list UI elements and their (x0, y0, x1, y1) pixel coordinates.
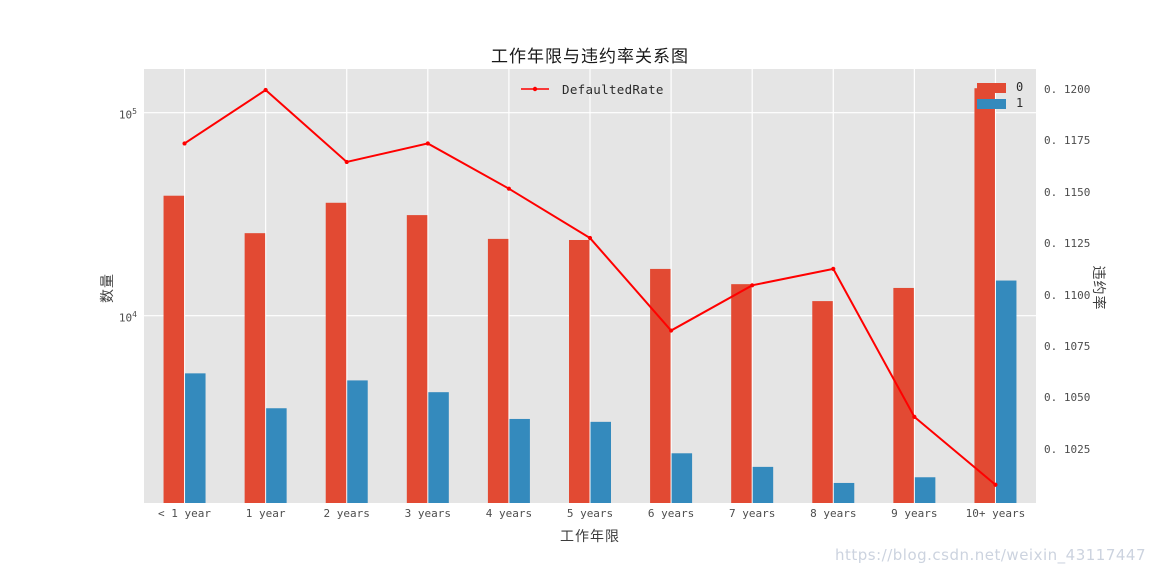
bar-count-0 (244, 233, 266, 503)
line-legend-label: DefaultedRate (562, 81, 664, 97)
line-legend-marker-icon (532, 86, 538, 92)
bar-legend-item: 1 (977, 96, 1024, 110)
bar-count-1 (914, 477, 936, 503)
legend-swatch-icon (977, 98, 1006, 109)
bar-count-1 (509, 418, 530, 503)
x-axis-tick-label: 8 years (810, 507, 857, 520)
right-axis-tick-label: 0. 1100 (1044, 288, 1091, 302)
bar-count-0 (163, 195, 185, 503)
line-marker (912, 414, 917, 420)
line-marker (831, 266, 836, 271)
bar-count-1 (590, 421, 611, 503)
legend-swatch-icon (977, 82, 1006, 93)
x-axis-tick-label: 3 years (404, 507, 451, 520)
bar-count-0 (325, 202, 347, 503)
bar-count-1 (185, 373, 206, 503)
bar-count-1 (428, 392, 449, 503)
line-marker (993, 482, 998, 487)
chart-title: 工作年限与违约率关系图 (491, 47, 689, 67)
line-marker (182, 141, 187, 146)
chart-canvas (144, 69, 1036, 503)
right-axis-tick-label: 0. 1075 (1044, 340, 1091, 353)
bar-legend-label: 0 (1016, 80, 1024, 94)
bar-legend-item: 0 (977, 80, 1024, 94)
x-axis-tick-label: < 1 year (158, 507, 212, 520)
x-axis-title: 工作年限 (560, 529, 620, 545)
left-axis-tick-label: 105 (118, 106, 137, 122)
bar-count-1 (671, 453, 693, 503)
line-marker (425, 141, 430, 146)
right-axis-tick-label: 0. 1175 (1044, 134, 1091, 148)
x-axis-tick-label: 1 year (245, 507, 286, 520)
bar-count-0 (974, 88, 995, 503)
right-axis-tick-label: 0. 1200 (1044, 83, 1091, 96)
bar-count-1 (995, 280, 1017, 503)
line-marker (344, 159, 349, 165)
bar-count-0 (569, 239, 590, 503)
bar-count-1 (833, 482, 855, 503)
bar-count-0 (487, 238, 509, 503)
x-axis-tick-label: 4 years (485, 507, 533, 520)
x-axis-tick-label: 7 years (728, 507, 776, 520)
bar-count-1 (266, 408, 287, 503)
x-axis-tick-label: 2 years (323, 507, 370, 520)
x-axis-tick-label: 6 years (647, 507, 695, 520)
line-marker (750, 283, 755, 288)
bar-count-0 (731, 284, 752, 503)
x-axis-tick-label: 5 years (566, 507, 614, 520)
line-legend-sample-icon (521, 86, 549, 92)
watermark: https://blog.csdn.net/weixin_43117447 (834, 546, 1146, 564)
line-marker (587, 235, 593, 241)
left-axis-title: 数量 (100, 273, 116, 303)
bar-legend-label: 1 (1016, 96, 1024, 110)
bar-count-1 (752, 466, 774, 503)
right-axis-tick-label: 0. 1150 (1044, 185, 1091, 199)
line-marker (263, 87, 268, 93)
bar-count-0 (650, 268, 671, 503)
left-axis-tick-label: 104 (118, 309, 137, 325)
line-marker (506, 186, 512, 191)
x-axis-tick-label: 10+ years (965, 507, 1026, 520)
line-marker (668, 328, 674, 333)
right-axis-tick-label: 0. 1050 (1044, 391, 1091, 405)
bar-count-0 (406, 215, 428, 503)
right-axis-tick-label: 0. 1025 (1044, 442, 1091, 456)
right-axis-title: 违约率 (1090, 265, 1106, 311)
right-axis-tick-label: 0. 1125 (1044, 237, 1091, 251)
line-legend: DefaultedRate (520, 80, 664, 98)
x-axis-tick-label: 9 years (891, 507, 938, 520)
bar-count-1 (347, 380, 368, 503)
bar-count-0 (812, 301, 833, 503)
